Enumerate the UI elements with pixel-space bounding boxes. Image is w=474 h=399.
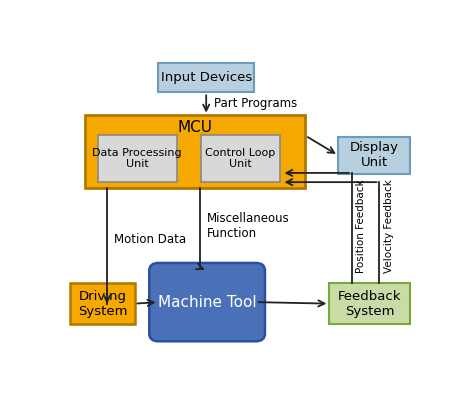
Text: Position Feedback: Position Feedback bbox=[356, 179, 366, 273]
Text: Control Loop
Unit: Control Loop Unit bbox=[205, 148, 275, 169]
Text: Input Devices: Input Devices bbox=[161, 71, 252, 84]
Text: Machine Tool: Machine Tool bbox=[158, 294, 256, 310]
FancyBboxPatch shape bbox=[158, 63, 254, 93]
Text: Velocity Feedback: Velocity Feedback bbox=[384, 179, 394, 273]
Text: Feedback
System: Feedback System bbox=[338, 290, 401, 318]
FancyBboxPatch shape bbox=[149, 263, 265, 341]
FancyBboxPatch shape bbox=[85, 115, 305, 188]
Text: Data Processing
Unit: Data Processing Unit bbox=[92, 148, 182, 169]
FancyBboxPatch shape bbox=[70, 283, 135, 324]
Text: Part Programs: Part Programs bbox=[213, 97, 297, 111]
Text: Miscellaneous
Function: Miscellaneous Function bbox=[207, 212, 290, 240]
FancyBboxPatch shape bbox=[338, 137, 410, 174]
Text: Display
Unit: Display Unit bbox=[350, 141, 399, 170]
FancyBboxPatch shape bbox=[98, 135, 177, 182]
Text: Driving
System: Driving System bbox=[78, 290, 127, 318]
FancyBboxPatch shape bbox=[329, 283, 410, 324]
Text: MCU: MCU bbox=[178, 120, 213, 134]
FancyBboxPatch shape bbox=[201, 135, 280, 182]
Text: Motion Data: Motion Data bbox=[114, 233, 186, 246]
